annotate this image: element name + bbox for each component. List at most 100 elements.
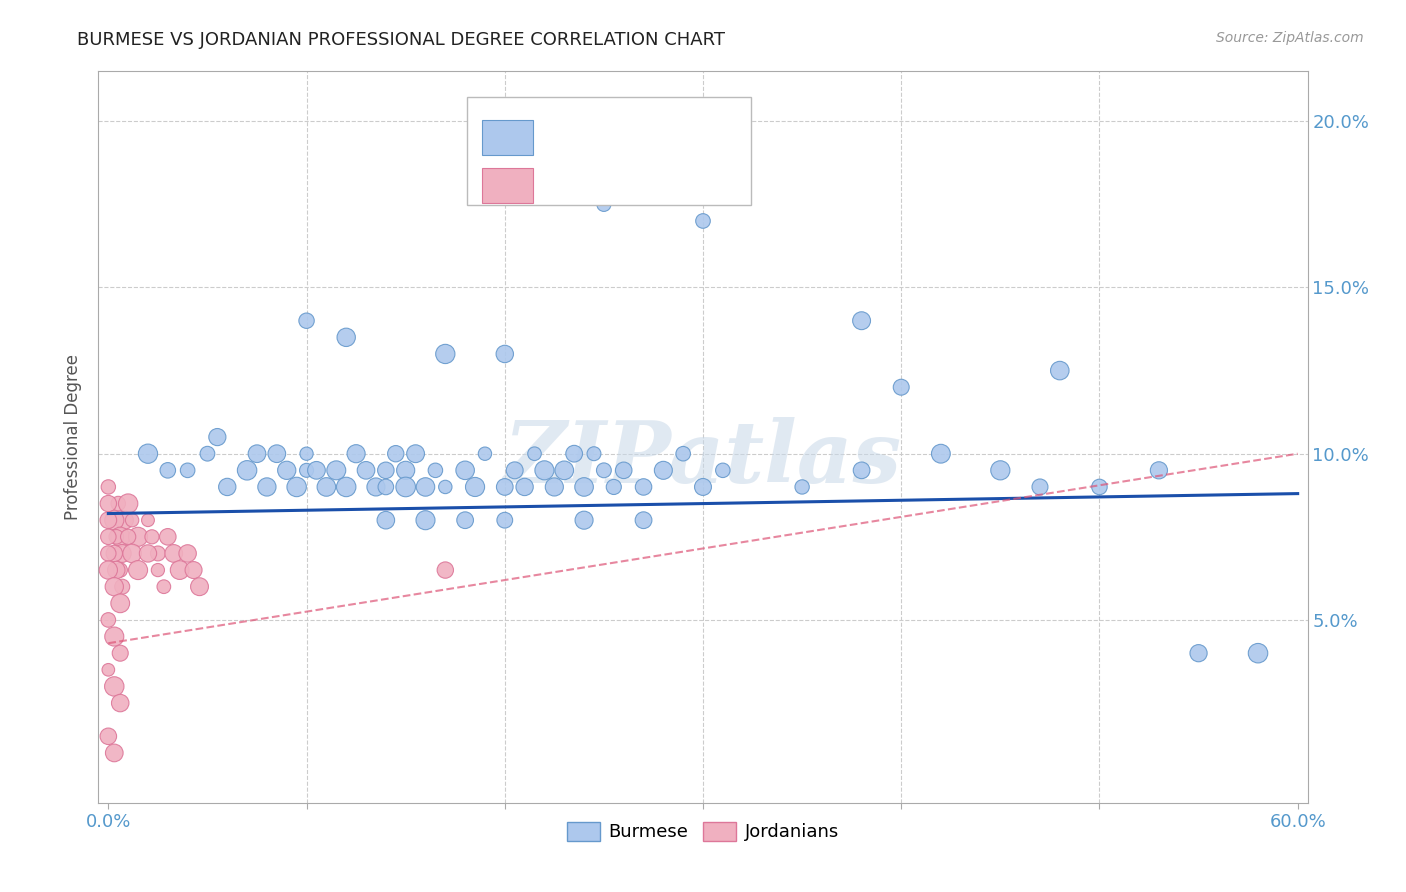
Point: [344, 447, 367, 461]
Point: [543, 480, 565, 494]
Point: [103, 546, 125, 560]
Point: [434, 347, 457, 361]
Point: [672, 447, 695, 461]
Point: [633, 513, 655, 527]
Point: [103, 580, 125, 594]
Point: [207, 430, 229, 444]
Point: [851, 463, 873, 477]
Point: [183, 563, 205, 577]
Point: [374, 463, 396, 477]
Legend: Burmese, Jordanians: Burmese, Jordanians: [560, 814, 846, 848]
Point: [494, 513, 516, 527]
Point: [103, 513, 125, 527]
Point: [97, 729, 120, 743]
FancyBboxPatch shape: [482, 120, 533, 155]
Point: [335, 330, 357, 344]
Point: [1049, 363, 1071, 377]
Point: [929, 447, 952, 461]
Point: [127, 530, 149, 544]
Point: [315, 480, 337, 494]
Point: [97, 480, 120, 494]
Point: [295, 314, 318, 328]
Point: [1088, 480, 1111, 494]
Point: [136, 546, 159, 560]
Point: [163, 546, 186, 560]
Point: [276, 463, 298, 477]
Point: [107, 497, 129, 511]
Point: [582, 447, 605, 461]
Point: [593, 463, 616, 477]
FancyBboxPatch shape: [482, 168, 533, 203]
Point: [890, 380, 912, 394]
Point: [97, 530, 120, 544]
Point: [513, 480, 536, 494]
Point: [790, 480, 813, 494]
Point: [112, 513, 135, 527]
Point: [110, 530, 132, 544]
Point: [851, 314, 873, 328]
Point: [434, 480, 457, 494]
Point: [384, 447, 406, 461]
Text: R =  0.079   N = 74: R = 0.079 N = 74: [544, 129, 721, 147]
Point: [305, 463, 328, 477]
Point: [110, 563, 132, 577]
Point: [711, 463, 734, 477]
Point: [603, 480, 626, 494]
Y-axis label: Professional Degree: Professional Degree: [65, 354, 83, 520]
Text: BURMESE VS JORDANIAN PROFESSIONAL DEGREE CORRELATION CHART: BURMESE VS JORDANIAN PROFESSIONAL DEGREE…: [77, 31, 725, 49]
Point: [121, 546, 143, 560]
Point: [1029, 480, 1052, 494]
Point: [494, 480, 516, 494]
Point: [97, 513, 120, 527]
Point: [988, 463, 1011, 477]
Point: [127, 563, 149, 577]
Point: [97, 546, 120, 560]
Point: [1147, 463, 1170, 477]
Point: [425, 463, 447, 477]
Point: [111, 580, 134, 594]
Point: [1247, 646, 1270, 660]
Point: [374, 480, 396, 494]
Point: [295, 447, 318, 461]
Point: [117, 530, 139, 544]
Point: [111, 546, 134, 560]
Point: [464, 480, 486, 494]
Point: [415, 480, 437, 494]
Point: [494, 347, 516, 361]
Point: [434, 563, 457, 577]
Point: [354, 463, 377, 477]
Text: ZIPatlas: ZIPatlas: [503, 417, 903, 500]
Point: [613, 463, 636, 477]
Point: [156, 463, 179, 477]
Point: [335, 480, 357, 494]
Point: [295, 463, 318, 477]
Point: [197, 447, 219, 461]
Point: [454, 463, 477, 477]
Point: [285, 480, 308, 494]
Text: R =  0.120   N = 45: R = 0.120 N = 45: [544, 177, 721, 194]
Point: [105, 530, 128, 544]
Point: [395, 463, 418, 477]
Point: [633, 480, 655, 494]
Point: [176, 546, 198, 560]
Point: [97, 663, 120, 677]
Point: [103, 746, 125, 760]
Point: [176, 463, 198, 477]
Point: [121, 513, 143, 527]
Point: [405, 447, 427, 461]
Point: [141, 530, 163, 544]
Point: [97, 497, 120, 511]
Point: [593, 197, 616, 211]
Point: [652, 463, 675, 477]
Point: [395, 480, 418, 494]
Point: [692, 480, 714, 494]
Point: [103, 680, 125, 694]
Point: [217, 480, 239, 494]
Point: [136, 513, 159, 527]
Point: [572, 480, 595, 494]
Point: [110, 696, 132, 710]
Point: [503, 463, 526, 477]
Text: Source: ZipAtlas.com: Source: ZipAtlas.com: [1216, 31, 1364, 45]
Point: [97, 563, 120, 577]
Point: [136, 447, 159, 461]
